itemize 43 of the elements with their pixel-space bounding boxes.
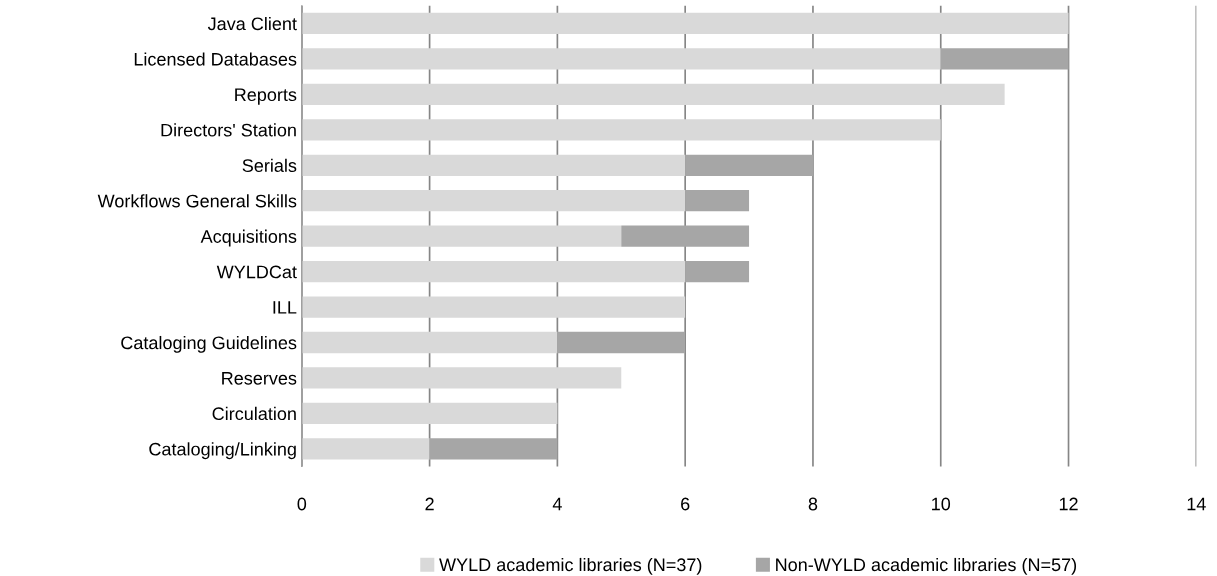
y-tick-label: Circulation	[212, 406, 296, 421]
x-tick-label: 8	[808, 497, 818, 511]
y-tick-label: WYLDCat	[216, 265, 297, 279]
bar	[685, 190, 750, 212]
bar	[557, 331, 686, 354]
bar	[301, 225, 622, 247]
bar	[301, 438, 430, 460]
bar	[301, 260, 686, 283]
bar	[301, 190, 686, 212]
y-tick-label: Cataloging Guidelines	[121, 335, 297, 353]
bar	[685, 154, 813, 176]
y-tick-label: Workflows General Skills	[97, 194, 297, 208]
y-tick-label: Reserves	[222, 372, 297, 385]
bar	[301, 83, 1005, 106]
y-tick-label: Directors' Station	[161, 123, 296, 137]
bar	[301, 296, 686, 318]
bar	[301, 367, 622, 389]
y-tick-label: Java Client	[207, 16, 297, 31]
bar	[429, 438, 558, 460]
bar	[301, 12, 1069, 35]
y-tick-label: Acquisitions	[200, 229, 297, 247]
bar	[685, 260, 750, 283]
legend-label: WYLD academic libraries (N=37)	[439, 557, 702, 575]
bar	[301, 331, 558, 354]
bar	[621, 225, 750, 247]
bar	[301, 48, 941, 70]
x-tick-label: 12	[1059, 497, 1078, 511]
y-tick-label: ILL	[273, 301, 297, 314]
y-tick-label: Cataloging/Linking	[149, 442, 296, 460]
bar	[301, 402, 558, 425]
x-tick-label: 0	[297, 497, 307, 511]
bar	[301, 154, 686, 176]
y-tick-label: Licensed Databases	[134, 52, 297, 66]
bar	[301, 119, 941, 141]
x-tick-label: 2	[425, 497, 434, 511]
x-tick-label: 10	[932, 497, 951, 511]
x-tick-label: 4	[552, 497, 562, 511]
bar	[940, 48, 1069, 70]
x-tick-label: 6	[681, 497, 690, 511]
y-tick-label: Serials	[242, 158, 297, 172]
legend-label: Non-WYLD academic libraries (N=57)	[776, 557, 1077, 575]
y-tick-label: Reports	[235, 88, 297, 105]
x-tick-label: 14	[1187, 497, 1206, 511]
